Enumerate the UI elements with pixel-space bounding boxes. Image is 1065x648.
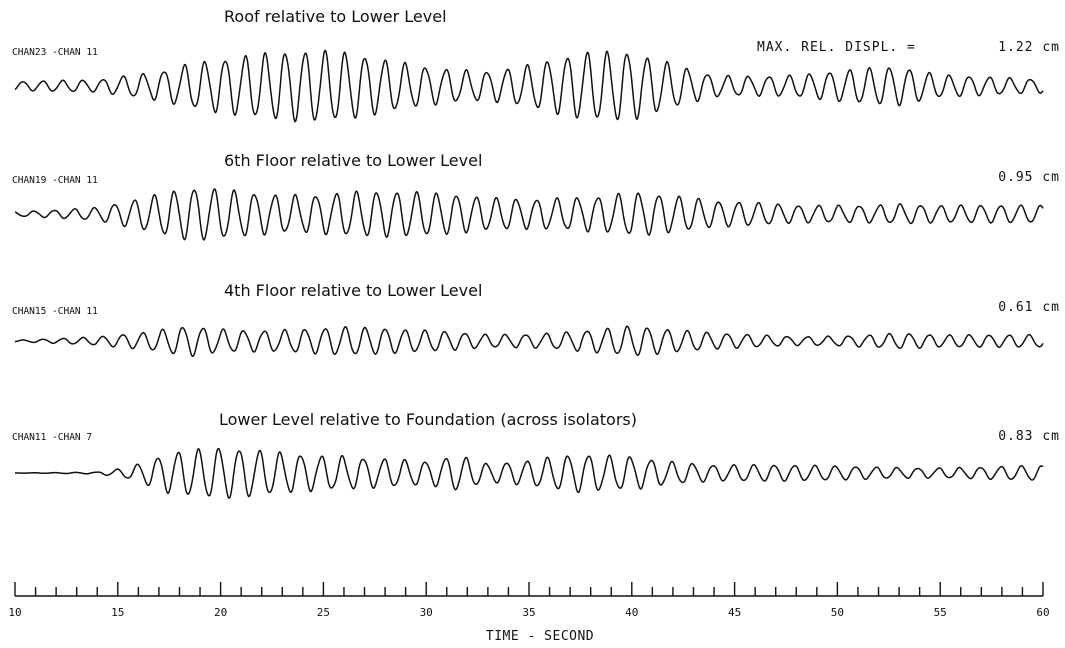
series-trace-4th-floor <box>14 325 1044 358</box>
series-channel-label: CHAN11 -CHAN 7 <box>12 432 92 443</box>
series-trace-lower-level <box>14 447 1044 499</box>
series-trace-roof <box>14 49 1044 123</box>
series-title: Lower Level relative to Foundation (acro… <box>219 410 637 429</box>
x-tick-label: 20 <box>214 606 227 619</box>
x-tick-label: 60 <box>1036 606 1049 619</box>
max-displacement-label: MAX. REL. DISPL. = <box>757 40 916 55</box>
series-channel-label: CHAN19 -CHAN 11 <box>12 175 98 186</box>
x-tick-label: 50 <box>831 606 844 619</box>
series-title: Roof relative to Lower Level <box>224 7 447 26</box>
x-tick-label: 35 <box>522 606 535 619</box>
x-tick-label: 15 <box>111 606 124 619</box>
series-title: 4th Floor relative to Lower Level <box>224 281 482 300</box>
x-tick-label: 40 <box>625 606 638 619</box>
series-trace-6th-floor <box>14 188 1044 241</box>
series-channel-label: CHAN15 -CHAN 11 <box>12 306 98 317</box>
time-axis <box>14 582 1044 597</box>
series-channel-label: CHAN23 -CHAN 11 <box>12 47 98 58</box>
x-tick-label: 45 <box>728 606 741 619</box>
x-tick-label: 55 <box>934 606 947 619</box>
x-tick-label: 25 <box>317 606 330 619</box>
series-max-displacement: 0.83 cm <box>998 429 1060 444</box>
series-max-displacement: 0.95 cm <box>998 170 1060 185</box>
x-tick-label: 10 <box>8 606 21 619</box>
series-max-displacement: 1.22 cm <box>998 40 1060 55</box>
time-axis-title: TIME - SECOND <box>486 629 594 644</box>
x-tick-label: 30 <box>420 606 433 619</box>
series-max-displacement: 0.61 cm <box>998 300 1060 315</box>
series-title: 6th Floor relative to Lower Level <box>224 151 482 170</box>
